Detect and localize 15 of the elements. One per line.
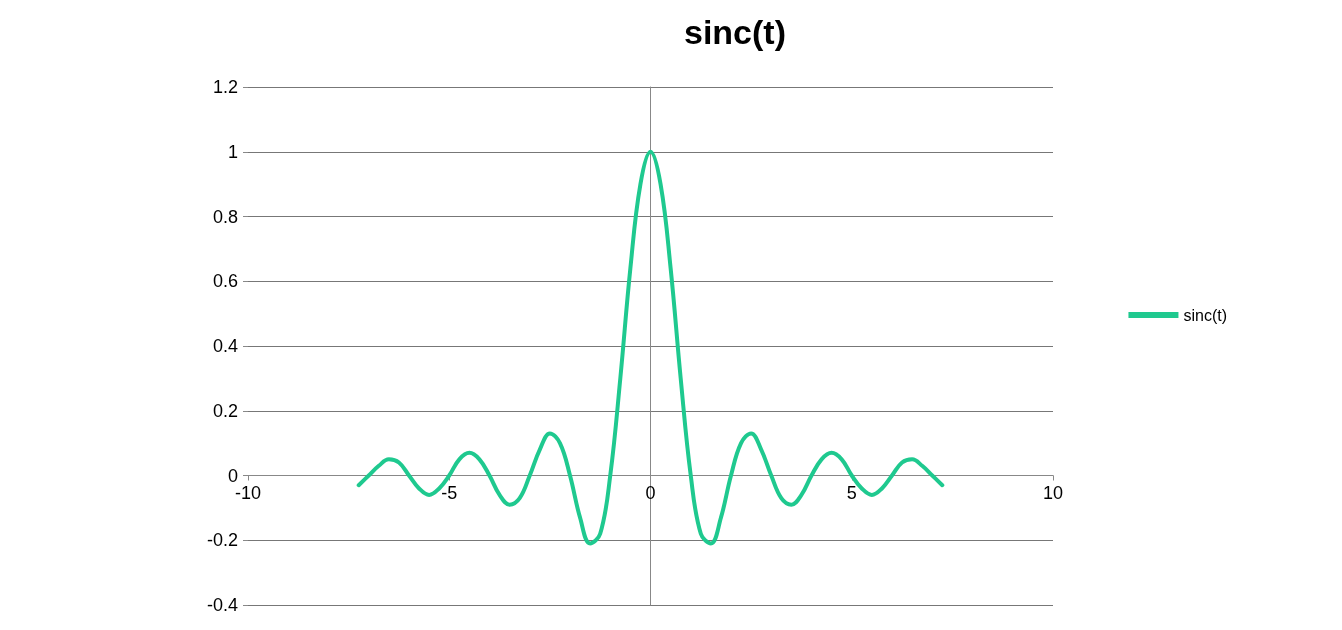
y-tick-label: 0.6 xyxy=(212,271,238,292)
y-tick-label: -0.4 xyxy=(206,595,238,615)
x-tick-label: 10 xyxy=(1042,482,1064,503)
y-tick-label: 1.2 xyxy=(212,77,238,97)
x-tick-label: 5 xyxy=(846,482,857,503)
y-tick-label: 1 xyxy=(227,141,238,162)
y-tick-label: 0.4 xyxy=(212,336,238,356)
y-tick-label: -0.2 xyxy=(206,530,238,551)
x-tick-label: 0 xyxy=(645,482,656,503)
line-series xyxy=(356,149,945,546)
chart-title: sinc(t) xyxy=(684,13,786,51)
y-tick-label: 0.2 xyxy=(212,400,238,421)
y-tick-label: 0.8 xyxy=(212,206,238,227)
legend-label: sinc(t) xyxy=(1183,306,1228,324)
x-tick-label: -5 xyxy=(441,482,458,503)
